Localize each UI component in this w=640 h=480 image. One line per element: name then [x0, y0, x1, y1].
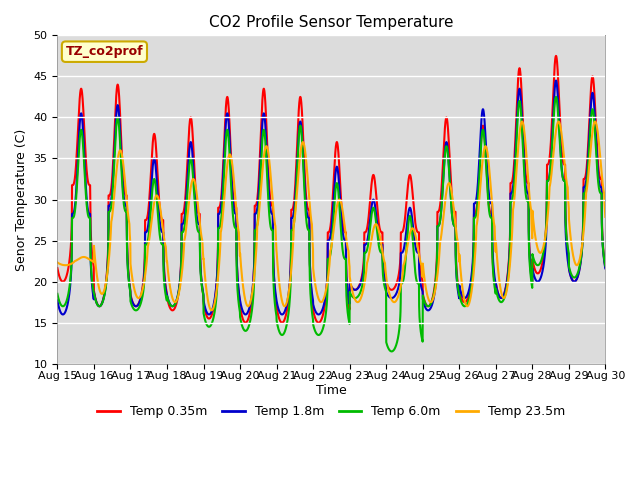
Temp 6.0m — [591, 128, 599, 134]
Temp 6.0m — [54, 291, 61, 297]
Temp 0.35m — [287, 207, 295, 213]
Temp 0.35m — [532, 269, 540, 275]
Temp 0.35m — [264, 153, 271, 159]
Temp 6.0m — [388, 348, 396, 354]
Line: Temp 1.8m: Temp 1.8m — [58, 81, 605, 314]
Temp 6.0m — [532, 261, 540, 266]
Temp 1.8m — [591, 114, 599, 120]
Temp 1.8m — [54, 298, 61, 303]
Temp 23.5m — [591, 119, 599, 124]
Temp 1.8m — [59, 312, 67, 317]
Temp 6.0m — [287, 228, 295, 233]
Temp 1.8m — [148, 165, 156, 171]
Temp 1.8m — [552, 78, 560, 84]
Line: Temp 0.35m: Temp 0.35m — [58, 56, 605, 323]
Temp 6.0m — [602, 263, 609, 268]
Temp 0.35m — [591, 100, 599, 106]
Temp 0.35m — [54, 265, 61, 271]
Temp 0.35m — [552, 53, 560, 59]
Temp 23.5m — [532, 236, 540, 242]
Temp 23.5m — [287, 264, 295, 270]
Temp 0.35m — [602, 264, 609, 270]
Y-axis label: Senor Temperature (C): Senor Temperature (C) — [15, 129, 28, 271]
Temp 6.0m — [148, 186, 156, 192]
Temp 23.5m — [208, 308, 216, 313]
Temp 23.5m — [54, 260, 61, 265]
Temp 23.5m — [602, 214, 609, 220]
Temp 1.8m — [116, 129, 124, 134]
Title: CO2 Profile Sensor Temperature: CO2 Profile Sensor Temperature — [209, 15, 454, 30]
Line: Temp 6.0m: Temp 6.0m — [58, 97, 605, 351]
Temp 1.8m — [532, 277, 540, 283]
Temp 6.0m — [264, 181, 271, 187]
Temp 23.5m — [148, 212, 156, 217]
Temp 1.8m — [602, 265, 609, 271]
Temp 1.8m — [287, 215, 295, 221]
Temp 23.5m — [116, 147, 124, 153]
Temp 23.5m — [264, 146, 271, 152]
Temp 6.0m — [116, 136, 124, 142]
Legend: Temp 0.35m, Temp 1.8m, Temp 6.0m, Temp 23.5m: Temp 0.35m, Temp 1.8m, Temp 6.0m, Temp 2… — [92, 400, 570, 423]
Temp 0.35m — [148, 144, 156, 150]
Temp 23.5m — [591, 119, 598, 125]
Temp 6.0m — [552, 94, 560, 100]
Temp 0.35m — [242, 320, 250, 325]
Temp 1.8m — [264, 168, 271, 174]
Temp 0.35m — [116, 107, 124, 113]
Text: TZ_co2prof: TZ_co2prof — [66, 45, 143, 58]
X-axis label: Time: Time — [316, 384, 347, 397]
Line: Temp 23.5m: Temp 23.5m — [58, 121, 605, 311]
